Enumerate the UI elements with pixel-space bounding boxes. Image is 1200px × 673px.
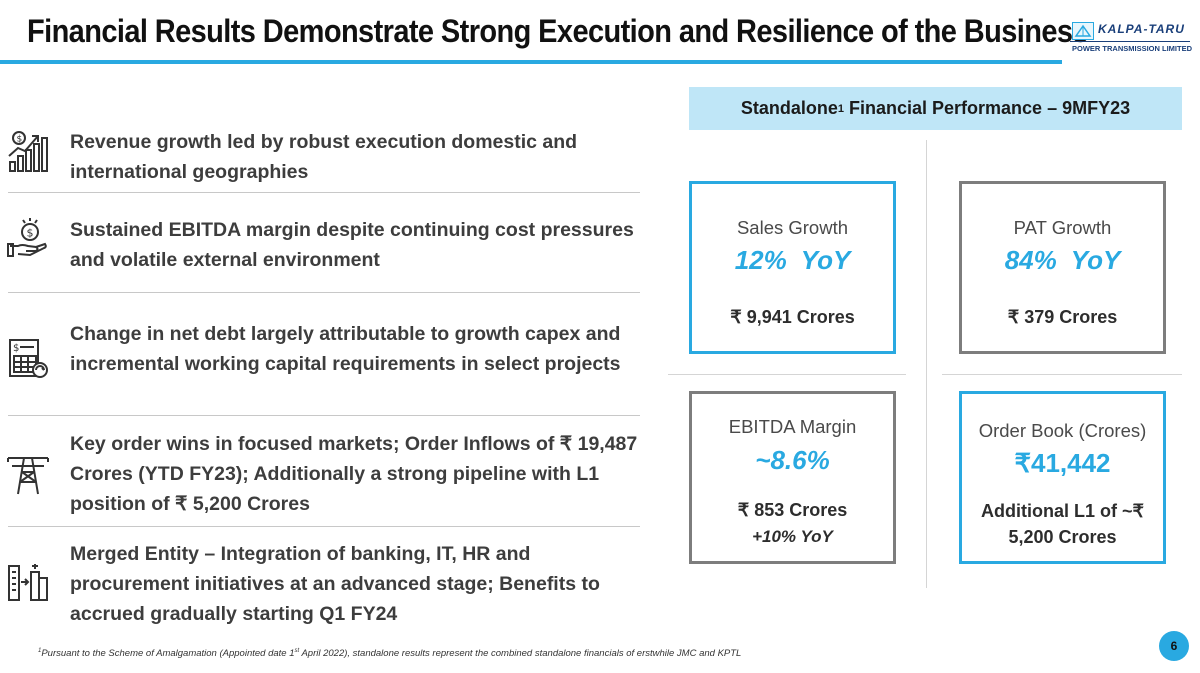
merger-buildings-icon [6,560,50,604]
logo-name: KALPA-TARU [1098,22,1185,36]
card-value: Additional L1 of ~₹ [981,501,1144,521]
card-value: ₹ 853 Crores [737,500,848,520]
performance-header: Standalone 1 Financial Performance – 9MFY… [689,87,1182,130]
footnote-text: April 2022), standalone results represen… [299,648,742,660]
panel-divider-horizontal [942,374,1182,375]
financial-sheet-icon: $ [6,338,50,382]
performance-header-suffix: Financial Performance – 9MFY23 [844,98,1131,118]
page-number: 6 [1159,631,1189,661]
transmission-tower-icon [6,452,50,496]
logo-mark-icon [1072,22,1094,40]
sales-growth-card: Sales Growth 12% YoY ₹ 9,941 Crores [689,181,896,354]
card-value-secondary: +10% YoY [752,527,833,546]
svg-text:$: $ [27,227,34,240]
divider [8,526,640,527]
bullet-text: Change in net debt largely attributable … [70,323,621,375]
card-metric: ₹41,442 [1014,448,1111,478]
order-book-card: Order Book (Crores) ₹41,442 Additional L… [959,391,1166,564]
performance-header-prefix: Standalone [740,98,838,118]
footnote-text: Pursuant to the Scheme of Amalgamation (… [41,648,295,660]
footnote-marker: 1 [38,648,42,654]
card-label: EBITDA Margin [728,416,857,437]
bullet-text: Sustained EBITDA margin despite continui… [70,219,634,271]
card-metric: 12% YoY [734,245,851,275]
logo-divider [1070,41,1190,42]
bullet-text: Revenue growth led by robust execution d… [70,131,578,183]
card-value: ₹ 379 Crores [1007,307,1118,327]
title-underline [0,60,1062,64]
card-label: Order Book (Crores) [978,420,1147,441]
card-metric: ~8.6% [755,445,830,475]
panel-divider-vertical [926,140,927,588]
divider [8,292,640,293]
page-title: Financial Results Demonstrate Strong Exe… [27,14,1089,50]
growth-chart-icon: $ [6,130,50,174]
card-metric: 84% YoY [1004,245,1121,275]
card-value-secondary: 5,200 Crores [1008,527,1117,547]
svg-text:$: $ [17,135,23,145]
card-label: Sales Growth [736,217,849,238]
bullet-text: Merged Entity – Integration of banking, … [70,543,600,625]
pat-growth-card: PAT Growth 84% YoY ₹ 379 Crores [959,181,1166,354]
logo-subtitle: POWER TRANSMISSION LIMITED [1072,44,1192,53]
card-label: PAT Growth [1013,217,1112,238]
bullet-text: Key order wins in focused markets; Order… [70,433,638,515]
svg-text:$: $ [13,343,19,354]
divider [8,415,640,416]
card-value: ₹ 9,941 Crores [730,307,855,327]
footnote-marker: 1 [837,102,844,115]
panel-divider-horizontal [668,374,906,375]
divider [8,192,640,193]
footnote: 1Pursuant to the Scheme of Amalgamation … [38,648,741,659]
company-logo: KALPA-TARU POWER TRANSMISSION LIMITED [1068,20,1196,64]
ebitda-margin-card: EBITDA Margin ~8.6% ₹ 853 Crores +10% Yo… [689,391,896,564]
money-hand-icon: $ [6,216,50,260]
footnote-ordinal: st [294,648,300,654]
